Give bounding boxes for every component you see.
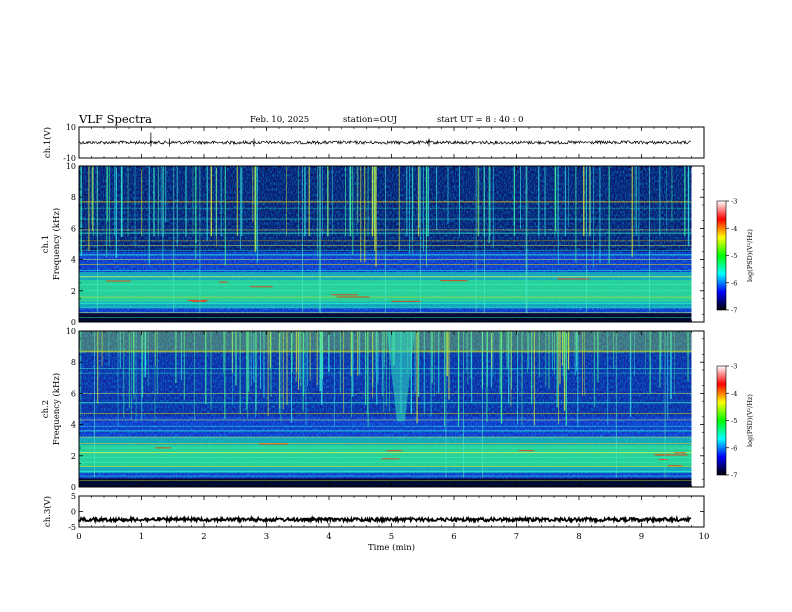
ch2-spec-colorbar-tick-label: -4: [731, 390, 737, 398]
time-xtick-label: 7: [514, 532, 519, 542]
figure-title: VLF Spectra: [79, 112, 153, 126]
time-xtick-label: 9: [639, 532, 644, 542]
ch2-spec-ytick-label: 8: [71, 358, 76, 367]
station-label: station=OUJ: [343, 115, 398, 125]
ch1-spec-ytick-label: 10: [66, 162, 76, 171]
ch1-spec-band-zero: [79, 313, 692, 322]
ch3-plot-bg: [79, 496, 704, 527]
ch2-spec-ytick-label: 2: [71, 452, 76, 461]
ch2-spec-ylabel-freq: Frequency (kHz): [51, 373, 62, 445]
ch3-ytick-label: 0: [71, 508, 76, 517]
time-xtick-label: 10: [699, 532, 710, 542]
time-xlabel: Time (min): [368, 542, 415, 553]
ch2-spec-plume: [386, 331, 415, 422]
ch1-spec-colorbar-tick-label: -4: [731, 225, 737, 233]
time-xtick-label: 8: [576, 532, 581, 542]
start-time-label: start UT = 8 : 40 : 0: [437, 115, 524, 125]
ch1-ytick-label: 10: [66, 123, 76, 132]
ch1-ylabel: ch.1(V): [42, 127, 53, 158]
ch3-ytick-label: 5: [71, 492, 76, 501]
ch1-spec-colorbar-tick-label: -7: [731, 307, 737, 315]
ch1-spec-ytick-label: 8: [71, 193, 76, 202]
ch3-ylabel: ch.3(V): [42, 496, 53, 527]
ch1-spec-ytick-label: 0: [71, 318, 76, 327]
ch2-spec-colorbar-tick-label: -7: [731, 472, 737, 480]
ch2-spec-ytick-label: 0: [71, 483, 76, 492]
time-xtick-label: 4: [326, 532, 331, 542]
ch2-spec-colorbar-tick-label: -6: [731, 444, 737, 452]
ch2-spec-colorbar: [716, 365, 727, 476]
time-xtick-label: 0: [76, 532, 81, 542]
ch2-spec-ytick-label: 6: [71, 389, 76, 398]
ch1-trace-line: [78, 139, 691, 146]
ch1-ytick-label: -10: [63, 154, 76, 163]
time-xtick-label: 2: [201, 532, 206, 542]
ch1-spec-colorbar-label: log(PSD)(V²/Hz): [746, 229, 754, 282]
ch3-trace-line: [78, 514, 692, 525]
ch1-spec-colorbar-tick-label: -6: [731, 279, 737, 287]
ch1-spec-ylabel-freq: Frequency (kHz): [51, 208, 62, 280]
ch1-spec-colorbar-tick-label: -3: [731, 198, 737, 206]
ch1-spec-ytick-label: 4: [71, 256, 76, 265]
ch2-spec-colorbar-tick-label: -5: [731, 417, 737, 425]
time-xtick-label: 5: [389, 532, 394, 542]
ch1-spec-ytick-label: 6: [71, 224, 76, 233]
ch2-spec-ytick-label: 10: [66, 327, 76, 336]
ch1-spec-colorbar: [716, 200, 727, 311]
ch2-spec-ytick-label: 4: [71, 421, 76, 430]
ch2-spec-band-top: [79, 331, 692, 353]
ch1-spec-ylabel-channel: ch.1: [41, 235, 51, 253]
ch1-spec-ytick-label: 2: [71, 287, 76, 296]
ch2-spec-band-texture: [79, 433, 692, 475]
time-xtick-label: 1: [139, 532, 144, 542]
time-xtick-label: 3: [264, 532, 269, 542]
date-label: Feb. 10, 2025: [250, 115, 310, 125]
ch2-spec-colorbar-label: log(PSD)(V²/Hz): [746, 394, 754, 447]
ch2-spec-colorbar-tick-label: -3: [731, 363, 737, 371]
time-xtick-label: 6: [451, 532, 456, 542]
ch1-spec-colorbar-tick-label: -5: [731, 252, 737, 260]
ch2-spec-ylabel-channel: ch.2: [41, 400, 51, 418]
ch2-spec-band-zero: [79, 478, 692, 487]
ch3-ytick-label: -5: [68, 523, 76, 532]
